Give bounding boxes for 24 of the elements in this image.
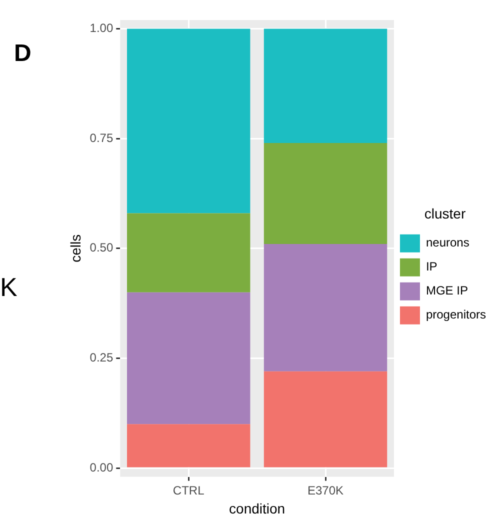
text: D [14,40,32,68]
bar [127,213,250,292]
bar [127,424,250,468]
y-tick-label: 0.75 [90,130,114,145]
legend-label: IP [426,260,438,274]
bar [127,292,250,424]
bar [127,28,250,214]
legend-label: MGE IP [426,284,468,298]
bar [264,28,388,143]
legend-title: cluster [424,205,466,222]
bar [264,371,388,468]
y-axis-title: cells [67,234,84,262]
bar [264,142,388,244]
x-tick-label: E370K [307,483,344,498]
y-tick-label: 1.00 [90,21,114,36]
x-axis-title: condition [229,500,286,516]
bar [264,244,388,372]
y-tick-label: 0.00 [90,460,114,474]
x-tick-label: CTRL [172,483,205,498]
legend-label: neurons [426,236,470,250]
legend-label: progenitors [426,308,486,322]
text: K [0,272,18,303]
y-tick-label: 0.25 [90,350,114,365]
y-tick-label: 0.50 [90,240,114,255]
